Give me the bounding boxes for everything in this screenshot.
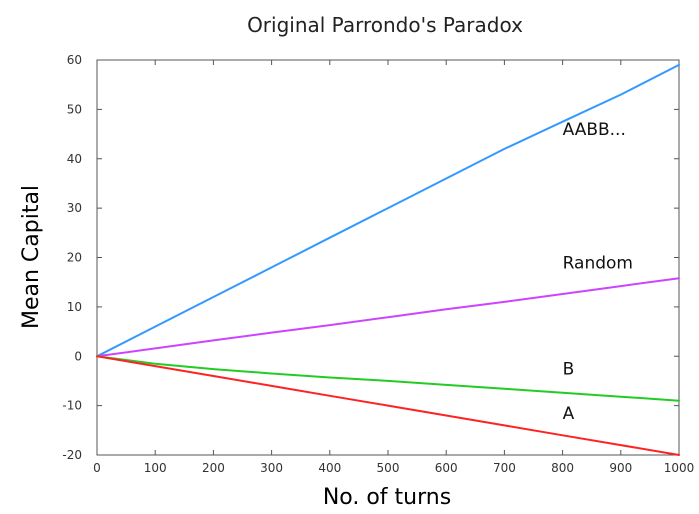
y-tick-label: 0 bbox=[74, 349, 82, 363]
series-lines bbox=[96, 63, 680, 456]
series-label-a: A bbox=[563, 404, 575, 424]
series-line-a bbox=[96, 355, 680, 456]
series-line-aabb bbox=[96, 63, 680, 358]
y-tick-label: -10 bbox=[62, 399, 82, 413]
series-label-random: Random bbox=[563, 253, 633, 273]
y-tick-label: 40 bbox=[67, 152, 82, 166]
chart-title: Original Parrondo's Paradox bbox=[247, 13, 523, 37]
series-line-b bbox=[96, 355, 680, 402]
x-tick-label: 300 bbox=[260, 461, 283, 475]
x-tick-label: 800 bbox=[551, 461, 574, 475]
series-line-random bbox=[96, 277, 680, 358]
series-annotations: AABB... Random B A bbox=[563, 120, 633, 424]
x-tick-label: 600 bbox=[435, 461, 458, 475]
series-label-b: B bbox=[563, 360, 575, 380]
y-tick-label: 20 bbox=[67, 251, 82, 265]
x-axis-ticks: 0 100 200 300 400 500 600 700 800 900 1000 bbox=[93, 60, 694, 475]
x-tick-label: 500 bbox=[377, 461, 400, 475]
x-axis-title: No. of turns bbox=[323, 485, 451, 510]
x-tick-label: 900 bbox=[609, 461, 632, 475]
y-tick-label: 60 bbox=[67, 53, 82, 67]
x-tick-label: 100 bbox=[144, 461, 167, 475]
x-tick-label: 0 bbox=[93, 461, 101, 475]
series-label-aabb: AABB... bbox=[563, 120, 626, 140]
y-tick-label: 50 bbox=[67, 102, 82, 116]
x-tick-label: 200 bbox=[202, 461, 225, 475]
y-tick-label: 10 bbox=[67, 300, 82, 314]
y-tick-label: -20 bbox=[62, 448, 82, 462]
y-axis-title: Mean Capital bbox=[19, 185, 44, 329]
x-tick-label: 700 bbox=[493, 461, 516, 475]
y-axis-ticks: -20 -10 0 10 20 30 40 50 60 bbox=[62, 53, 679, 462]
x-tick-label: 1000 bbox=[664, 461, 695, 475]
y-tick-label: 30 bbox=[67, 201, 82, 215]
x-tick-label: 400 bbox=[318, 461, 341, 475]
